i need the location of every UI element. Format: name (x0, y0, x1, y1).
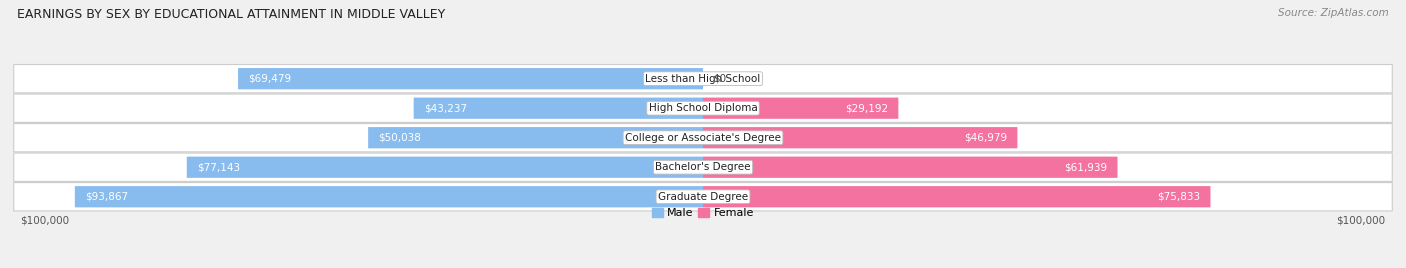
Text: $75,833: $75,833 (1157, 192, 1201, 202)
Text: EARNINGS BY SEX BY EDUCATIONAL ATTAINMENT IN MIDDLE VALLEY: EARNINGS BY SEX BY EDUCATIONAL ATTAINMEN… (17, 8, 446, 21)
Text: $77,143: $77,143 (197, 162, 240, 172)
FancyBboxPatch shape (368, 127, 703, 148)
Text: $0: $0 (713, 74, 725, 84)
Text: $46,979: $46,979 (965, 133, 1007, 143)
Text: Bachelor's Degree: Bachelor's Degree (655, 162, 751, 172)
FancyBboxPatch shape (703, 157, 1118, 178)
Text: $43,237: $43,237 (423, 103, 467, 113)
FancyBboxPatch shape (187, 157, 703, 178)
FancyBboxPatch shape (14, 124, 1392, 152)
Text: $69,479: $69,479 (247, 74, 291, 84)
Text: $61,939: $61,939 (1064, 162, 1108, 172)
FancyBboxPatch shape (14, 94, 1392, 122)
Text: $100,000: $100,000 (1337, 216, 1385, 226)
Text: College or Associate's Degree: College or Associate's Degree (626, 133, 780, 143)
Text: $50,038: $50,038 (378, 133, 420, 143)
FancyBboxPatch shape (703, 127, 1018, 148)
Text: $100,000: $100,000 (21, 216, 69, 226)
FancyBboxPatch shape (238, 68, 703, 89)
FancyBboxPatch shape (703, 98, 898, 119)
FancyBboxPatch shape (703, 186, 1211, 207)
FancyBboxPatch shape (75, 186, 703, 207)
Text: $29,192: $29,192 (845, 103, 889, 113)
Text: High School Diploma: High School Diploma (648, 103, 758, 113)
Legend: Male, Female: Male, Female (647, 203, 759, 222)
FancyBboxPatch shape (14, 65, 1392, 93)
FancyBboxPatch shape (14, 183, 1392, 211)
FancyBboxPatch shape (14, 153, 1392, 181)
Text: Source: ZipAtlas.com: Source: ZipAtlas.com (1278, 8, 1389, 18)
Text: Graduate Degree: Graduate Degree (658, 192, 748, 202)
FancyBboxPatch shape (413, 98, 703, 119)
Text: $93,867: $93,867 (84, 192, 128, 202)
Text: Less than High School: Less than High School (645, 74, 761, 84)
